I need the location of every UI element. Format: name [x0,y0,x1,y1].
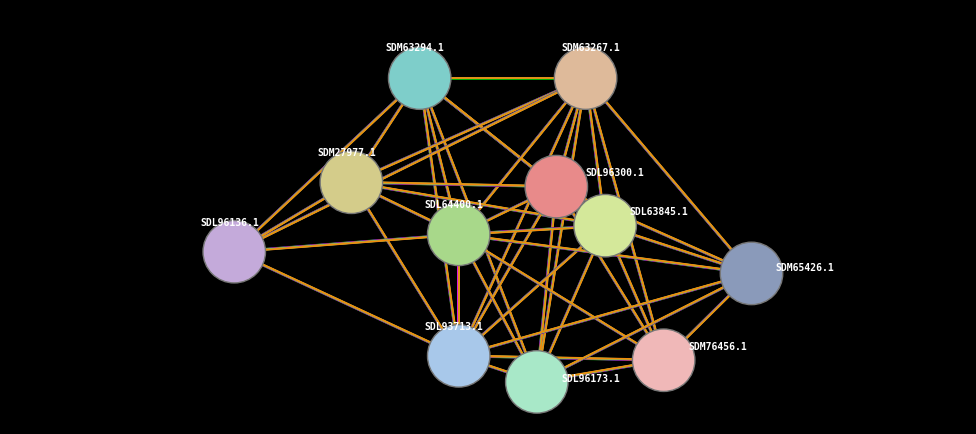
Text: SDM63267.1: SDM63267.1 [561,43,620,53]
Text: SDM63294.1: SDM63294.1 [386,43,444,53]
Text: SDL96136.1: SDL96136.1 [200,218,259,228]
Text: SDL96300.1: SDL96300.1 [586,168,644,178]
Ellipse shape [574,194,636,257]
Ellipse shape [427,325,490,387]
Text: SDM27977.1: SDM27977.1 [317,148,376,158]
Ellipse shape [554,47,617,109]
Text: SDL63845.1: SDL63845.1 [630,207,688,217]
Ellipse shape [720,242,783,305]
Text: SDM76456.1: SDM76456.1 [688,342,747,352]
Ellipse shape [632,329,695,391]
Ellipse shape [320,151,383,214]
Text: SDL93713.1: SDL93713.1 [425,322,483,332]
Ellipse shape [427,203,490,266]
Text: SDL64400.1: SDL64400.1 [425,201,483,210]
Ellipse shape [506,351,568,413]
Ellipse shape [388,47,451,109]
Text: SDM65426.1: SDM65426.1 [776,263,834,273]
Ellipse shape [525,155,588,218]
Text: SDL96173.1: SDL96173.1 [561,374,620,384]
Ellipse shape [203,220,265,283]
